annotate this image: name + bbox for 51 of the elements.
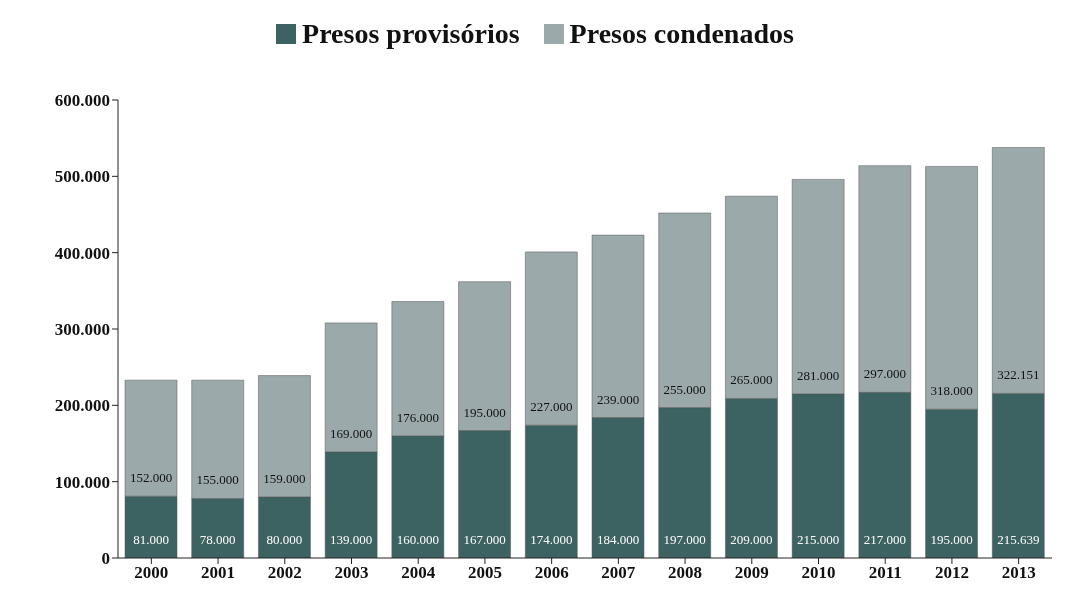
x-tick-label: 2005 [467, 563, 502, 583]
data-label: 152.000 [129, 470, 173, 486]
x-tick-label: 2010 [801, 563, 836, 583]
data-label: 322.151 [997, 367, 1040, 383]
y-tick-label: 100.000 [54, 472, 110, 492]
y-tick-label: 400.000 [54, 243, 110, 263]
data-label: 169.000 [330, 425, 373, 441]
data-label: 227.000 [530, 399, 573, 415]
data-label: 239.000 [596, 391, 640, 407]
data-label: 155.000 [196, 472, 239, 488]
legend-label: Presos condenados [568, 18, 794, 50]
data-label: 81.000 [133, 532, 169, 547]
x-tick-label: 2004 [401, 563, 436, 583]
data-label: 215.639 [997, 532, 1040, 547]
data-label: 195.000 [930, 532, 973, 547]
x-tick-label: 2002 [267, 563, 302, 583]
y-tick-label: 500.000 [54, 167, 110, 187]
data-label: 139.000 [330, 532, 373, 547]
y-tick-label: 0 [101, 549, 110, 569]
data-label: 255.000 [663, 381, 706, 397]
data-label: 174.000 [530, 532, 573, 547]
data-label: 195.000 [463, 404, 506, 420]
data-label: 78.000 [199, 532, 236, 547]
data-label: 184.000 [596, 532, 640, 547]
x-tick-label: 2001 [201, 563, 236, 583]
x-tick-label: 2009 [734, 563, 769, 583]
legend-label: Presos provisórios [301, 18, 520, 50]
data-label: 217.000 [863, 532, 906, 547]
data-label: 80.000 [266, 532, 303, 547]
data-label: 159.000 [263, 470, 306, 486]
data-label: 160.000 [396, 532, 439, 547]
data-label: 297.000 [863, 366, 906, 382]
y-tick-label: 600.000 [54, 91, 110, 111]
x-tick-label: 2013 [1001, 563, 1036, 583]
y-tick-label: 300.000 [54, 320, 110, 340]
data-label: 215.000 [797, 532, 840, 547]
data-label: 318.000 [930, 383, 973, 399]
x-tick-label: 2011 [868, 563, 902, 583]
data-label: 265.000 [730, 372, 773, 388]
x-tick-label: 2006 [534, 563, 569, 583]
x-tick-label: 2007 [601, 563, 636, 583]
data-label: 176.000 [396, 409, 439, 425]
x-tick-label: 2008 [668, 563, 703, 583]
data-label: 197.000 [663, 532, 706, 547]
x-tick-label: 2003 [334, 563, 369, 583]
x-tick-label: 2012 [934, 563, 969, 583]
data-label: 209.000 [730, 532, 773, 547]
y-tick-label: 200.000 [54, 396, 110, 416]
x-tick-label: 2000 [134, 563, 169, 583]
data-label: 167.000 [463, 532, 506, 547]
data-label: 281.000 [797, 367, 840, 383]
